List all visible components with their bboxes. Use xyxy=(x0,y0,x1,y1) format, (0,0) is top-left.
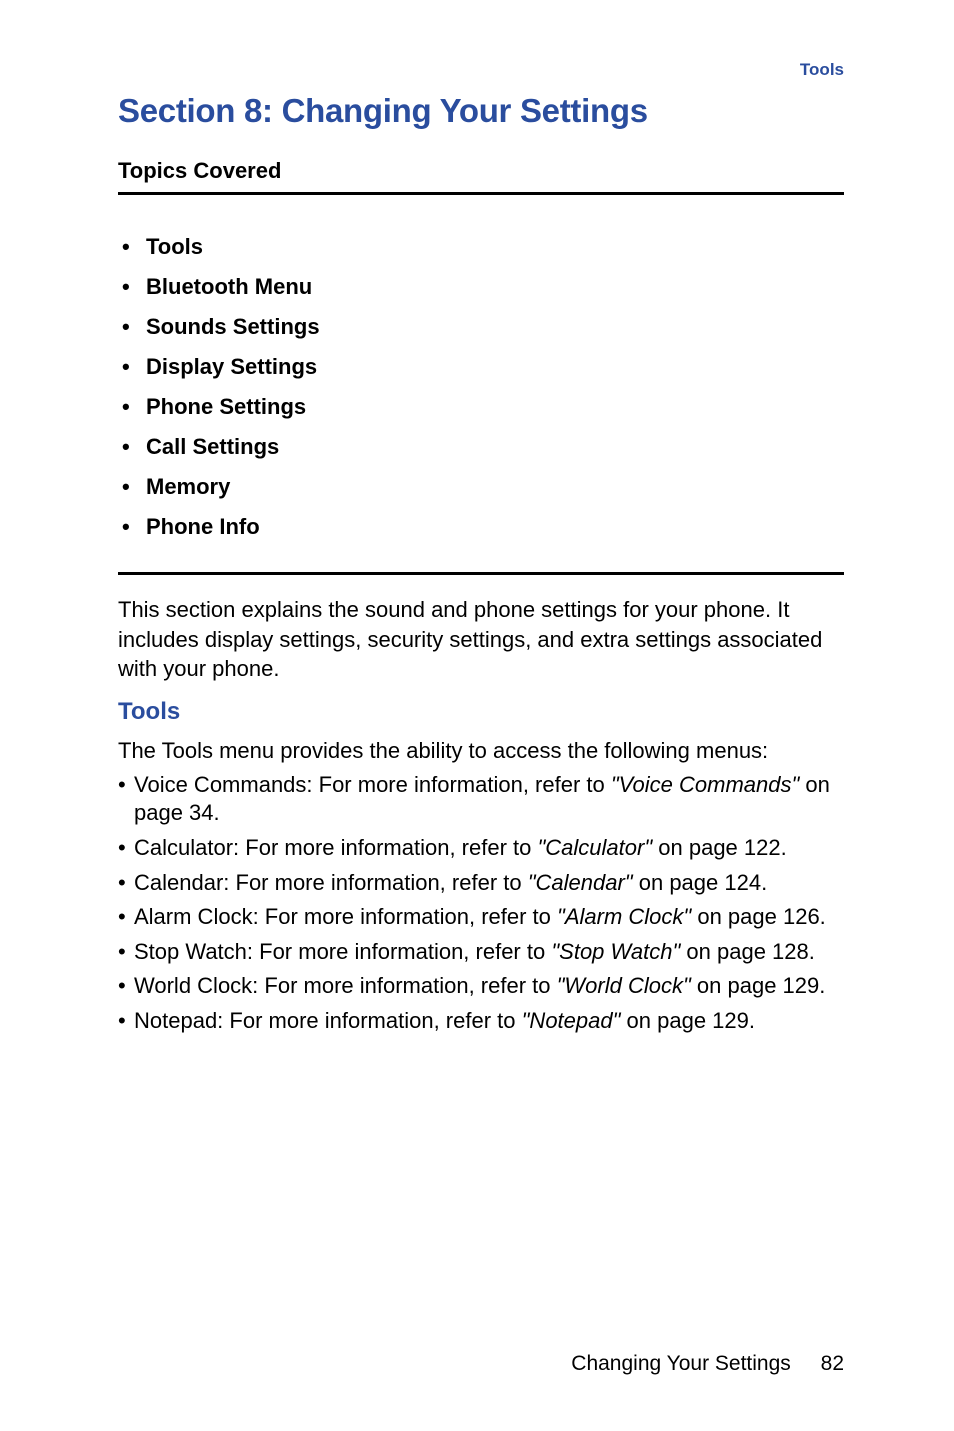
topic-item: Tools xyxy=(118,227,844,267)
tools-item-pre: Stop Watch: For more information, refer … xyxy=(134,939,551,964)
topics-covered-heading: Topics Covered xyxy=(118,158,844,184)
tools-item: Alarm Clock: For more information, refer… xyxy=(118,900,844,935)
tools-item-post: on page 124. xyxy=(633,870,768,895)
tools-item-post: on page 126. xyxy=(691,904,826,929)
tools-item: Calculator: For more information, refer … xyxy=(118,831,844,866)
tools-item-pre: Alarm Clock: For more information, refer… xyxy=(134,904,557,929)
tools-item-ref: "Stop Watch" xyxy=(551,939,680,964)
tools-item-ref: "Voice Commands" xyxy=(611,772,799,797)
tools-item-ref: "World Clock" xyxy=(557,973,691,998)
topics-list: Tools Bluetooth Menu Sounds Settings Dis… xyxy=(118,227,844,547)
tools-heading: Tools xyxy=(118,698,844,726)
topic-item: Phone Settings xyxy=(118,387,844,427)
tools-item-pre: World Clock: For more information, refer… xyxy=(134,973,557,998)
intro-rule xyxy=(118,572,844,575)
tools-item-post: on page 122. xyxy=(652,835,787,860)
tools-item: World Clock: For more information, refer… xyxy=(118,969,844,1004)
tools-list: Voice Commands: For more information, re… xyxy=(118,768,844,1039)
tools-item-pre: Notepad: For more information, refer to xyxy=(134,1008,522,1033)
page-footer: Changing Your Settings 82 xyxy=(571,1352,844,1376)
topic-item: Sounds Settings xyxy=(118,307,844,347)
topics-rule xyxy=(118,192,844,195)
tools-item-ref: "Calendar" xyxy=(528,870,633,895)
topic-item: Memory xyxy=(118,467,844,507)
tools-item: Calendar: For more information, refer to… xyxy=(118,866,844,901)
topic-item: Call Settings xyxy=(118,427,844,467)
tools-item: Notepad: For more information, refer to … xyxy=(118,1004,844,1039)
tools-item-pre: Calculator: For more information, refer … xyxy=(134,835,537,860)
tools-item: Stop Watch: For more information, refer … xyxy=(118,935,844,970)
footer-text: Changing Your Settings xyxy=(571,1352,791,1375)
tools-item: Voice Commands: For more information, re… xyxy=(118,768,844,831)
topic-item: Phone Info xyxy=(118,507,844,547)
tools-item-ref: "Alarm Clock" xyxy=(557,904,691,929)
topic-item: Display Settings xyxy=(118,347,844,387)
footer-page-number: 82 xyxy=(821,1352,844,1375)
header-section-label: Tools xyxy=(118,60,844,80)
tools-item-post: on page 129. xyxy=(620,1008,755,1033)
tools-item-ref: "Calculator" xyxy=(537,835,652,860)
tools-item-ref: "Notepad" xyxy=(522,1008,621,1033)
tools-item-pre: Calendar: For more information, refer to xyxy=(134,870,528,895)
tools-item-post: on page 128. xyxy=(680,939,815,964)
topic-item: Bluetooth Menu xyxy=(118,267,844,307)
section-title: Section 8: Changing Your Settings xyxy=(118,92,844,130)
tools-item-post: on page 129. xyxy=(691,973,826,998)
tools-item-pre: Voice Commands: For more information, re… xyxy=(134,772,611,797)
tools-lead: The Tools menu provides the ability to a… xyxy=(118,736,844,766)
intro-paragraph: This section explains the sound and phon… xyxy=(118,595,844,684)
